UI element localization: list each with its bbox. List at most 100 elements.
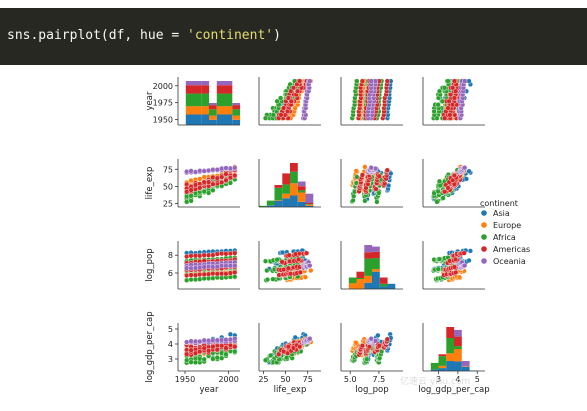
y-tick-label: 3 — [168, 355, 173, 364]
hist-bar — [185, 81, 194, 86]
scatter-point — [362, 164, 368, 170]
scatter-point — [192, 276, 199, 283]
hist-bar — [372, 246, 380, 252]
scatter-point — [232, 250, 238, 256]
y-tick-label: 25 — [163, 200, 173, 209]
hist-bar — [454, 361, 462, 371]
scatter-point — [201, 188, 207, 195]
scatter-point — [290, 85, 297, 91]
hist-bar — [454, 336, 462, 347]
scatter-point — [264, 277, 271, 283]
legend-label: Africa — [493, 233, 516, 242]
x-axis-label: life_exp — [274, 385, 307, 395]
scatter-point — [285, 108, 291, 115]
code-line: sns.pairplot(df, hue = 'continent') — [7, 28, 281, 43]
hist-bar — [224, 85, 233, 94]
scatter-point — [219, 179, 225, 186]
hist-bar — [461, 365, 470, 367]
x-tick-label: 25 — [258, 375, 268, 384]
y-tick-label: 1975 — [153, 99, 173, 108]
scatter-point — [210, 264, 216, 270]
hist-bar — [259, 205, 267, 207]
scatter-point — [184, 199, 190, 205]
hist-bar — [209, 103, 217, 106]
scatter-point — [214, 355, 220, 361]
hist-bar — [209, 119, 217, 125]
hist-bar — [266, 205, 275, 207]
x-tick-label: 2000 — [218, 375, 238, 384]
hist-bar — [232, 109, 241, 116]
scatter-point — [184, 193, 190, 200]
hist-bar — [193, 114, 202, 125]
scatter-point — [353, 340, 359, 346]
scatter-point — [285, 265, 292, 271]
scatter-point — [449, 102, 456, 108]
hist-bar — [297, 201, 306, 207]
hist-bar — [224, 81, 233, 86]
hist-bar — [305, 204, 314, 205]
scatter-point — [364, 356, 370, 362]
scatter-point — [447, 112, 453, 118]
scatter-point — [210, 167, 216, 173]
legend-marker — [481, 222, 487, 228]
scatter-point — [214, 175, 220, 181]
legend-label: Europe — [493, 221, 521, 230]
scatter-point — [188, 253, 194, 259]
scatter-point — [274, 257, 280, 263]
hist-bar — [232, 115, 241, 120]
hist-bar — [216, 85, 225, 94]
hist-bar — [201, 93, 210, 107]
scatter-point — [219, 174, 225, 180]
scatter-point — [359, 343, 366, 349]
scatter-point — [197, 176, 203, 182]
scatter-point — [219, 271, 225, 277]
hist-bar — [216, 114, 225, 125]
scatter-point — [206, 190, 212, 196]
scatter-point — [435, 266, 441, 272]
scatter-point — [262, 115, 269, 121]
scatter-point — [232, 274, 238, 280]
scatter-point — [184, 265, 190, 271]
hist-bar — [193, 81, 202, 86]
scatter-point — [264, 267, 270, 274]
scatter-point — [436, 256, 443, 262]
scatter-point — [210, 187, 216, 193]
hist-bar — [305, 193, 314, 203]
scatter-point — [192, 338, 199, 345]
scatter-point — [192, 272, 199, 278]
scatter-point — [453, 88, 459, 94]
x-axis-label: log_gdp_per_cap — [418, 385, 489, 395]
hist-bar — [372, 251, 380, 259]
scatter-point — [281, 267, 287, 273]
hist-bar — [274, 187, 283, 201]
code-cell[interactable]: sns.pairplot(df, hue = 'continent') — [0, 8, 587, 65]
panel-year-vs-log_pop — [340, 77, 403, 126]
code-suffix: ) — [273, 28, 281, 43]
hist-bar — [193, 106, 202, 115]
x-tick-label: 7.5 — [373, 375, 386, 384]
scatter-point — [206, 338, 212, 344]
scatter-point — [188, 272, 194, 278]
scatter-point — [201, 356, 207, 362]
scatter-point — [184, 357, 190, 363]
scatter-point — [197, 264, 203, 271]
hist-bar — [232, 119, 241, 125]
legend-marker — [481, 258, 487, 264]
scatter-point — [214, 264, 220, 270]
scatter-point — [214, 347, 220, 353]
scatter-point — [436, 88, 443, 94]
legend-label: Americas — [493, 245, 530, 254]
scatter-point — [308, 267, 314, 274]
scatter-point — [276, 351, 282, 357]
panel-log_pop-vs-year — [177, 241, 240, 290]
legend-marker — [481, 210, 487, 216]
scatter-point — [295, 88, 301, 94]
hist-bar — [356, 278, 365, 279]
hist-bar — [379, 286, 388, 289]
scatter-point — [223, 337, 229, 343]
hist-bar — [193, 93, 202, 107]
hist-bar — [364, 252, 373, 259]
scatter-point — [210, 344, 216, 350]
hist-bar — [290, 163, 298, 172]
